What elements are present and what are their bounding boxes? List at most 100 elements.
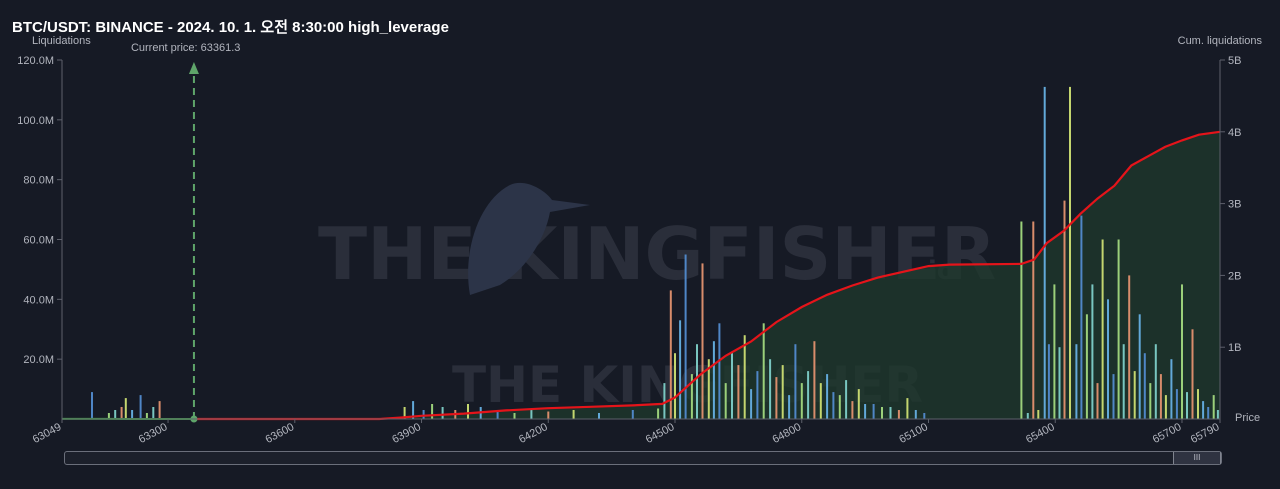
liquidation-bar	[832, 392, 835, 419]
liquidation-bar	[1080, 215, 1083, 419]
liquidation-bar	[422, 410, 425, 419]
liquidation-bar	[1197, 389, 1199, 419]
liquidation-bar	[1207, 407, 1210, 419]
liquidation-bar	[762, 323, 765, 419]
y2-tick-label: 4B	[1228, 127, 1241, 139]
liquidation-bar	[547, 411, 550, 419]
x-tick-label: 63600	[264, 421, 297, 446]
liquidation-bar	[1170, 359, 1173, 419]
liquidation-bar	[1175, 389, 1178, 419]
liquidation-bar	[872, 404, 875, 419]
x-tick-label: 65700	[1151, 421, 1184, 446]
x-axis-title: Price	[1235, 412, 1260, 424]
liquidation-bar	[114, 410, 117, 419]
liquidation-bar	[1032, 221, 1035, 419]
liquidation-bar	[657, 408, 660, 419]
x-tick-label: 65400	[1024, 421, 1057, 446]
scrollbar-handle[interactable]: III	[1173, 452, 1221, 464]
liquidation-bar	[794, 344, 797, 419]
arrow-up-icon	[188, 62, 199, 74]
liquidation-bar	[631, 410, 634, 419]
x-tick-label: 64500	[644, 421, 677, 446]
y2-tick-label: 5B	[1228, 55, 1241, 67]
liquidation-bar	[1138, 314, 1141, 419]
liquidation-bar	[712, 341, 715, 419]
liquidation-bar	[1053, 284, 1056, 419]
y-tick-label: 100.0M	[17, 115, 54, 127]
x-tick-label: 63300	[137, 421, 170, 446]
liquidation-bar	[496, 410, 499, 419]
liquidation-bar	[1133, 371, 1136, 419]
liquidation-bars	[91, 86, 1219, 420]
liquidation-bar	[1096, 383, 1099, 419]
liquidation-bar	[906, 398, 909, 419]
liquidation-bar	[107, 413, 110, 419]
liquidation-bar	[750, 389, 753, 419]
liquidation-bar	[412, 401, 415, 419]
liquidation-bar	[1186, 392, 1188, 419]
liquidation-bar	[1063, 200, 1066, 419]
liquidation-bar	[1164, 395, 1167, 419]
liquidation-bar	[718, 323, 721, 419]
liquidation-bar	[1026, 413, 1029, 419]
liquidation-bar	[1149, 383, 1152, 419]
liquidation-bar	[696, 344, 698, 419]
liquidation-bar	[403, 407, 406, 419]
liquidation-bar	[1117, 239, 1120, 419]
liquidation-bar	[139, 395, 142, 419]
liquidation-bar	[807, 371, 810, 419]
liquidation-bar	[800, 383, 803, 419]
liquidation-bar	[707, 359, 710, 419]
liquidation-bar	[788, 395, 791, 419]
liquidation-bar	[775, 377, 778, 419]
liquidation-bar	[1216, 410, 1219, 419]
liquidation-bar	[923, 413, 926, 419]
liquidation-bar	[1122, 344, 1125, 419]
liquidation-bar	[1069, 86, 1071, 420]
liquidation-bar	[845, 380, 848, 419]
liquidation-bar	[124, 398, 127, 419]
y2-tick-label: 3B	[1228, 199, 1241, 211]
liquidation-bar	[1212, 395, 1215, 419]
y-tick-label: 20.0M	[23, 354, 54, 366]
x-tick-label: 63900	[390, 421, 423, 446]
liquidation-bar	[1107, 299, 1109, 419]
liquidation-bar	[513, 413, 516, 419]
y-tick-label: 120.0M	[17, 55, 54, 67]
liquidation-bar	[756, 371, 759, 419]
range-scrollbar[interactable]: III	[64, 451, 1222, 465]
cum-liquidation-line	[193, 130, 1221, 421]
liquidation-bar	[674, 353, 676, 419]
cum-liquidation-area-layer	[193, 131, 1220, 420]
liquidation-bar	[1112, 374, 1115, 419]
x-tick-label: 65790	[1189, 421, 1222, 446]
x-tick-label: 64200	[517, 421, 550, 446]
kingfisher-logo	[468, 182, 590, 295]
liquidation-bar	[684, 254, 687, 419]
liquidation-bar	[441, 407, 444, 419]
liquidation-bar	[857, 389, 860, 419]
liquidation-bar	[131, 410, 134, 419]
x-tick-label: 63049	[31, 421, 64, 446]
grip-icon: III	[1193, 453, 1201, 462]
liquidation-bar	[864, 404, 867, 419]
liquidation-bar	[1202, 401, 1205, 419]
y-tick-label: 40.0M	[23, 294, 54, 306]
y-tick-label: 60.0M	[23, 235, 54, 247]
liquidation-bar	[572, 410, 575, 419]
y-tick-label: 80.0M	[23, 175, 54, 187]
liquidation-bar	[701, 263, 704, 419]
y-axis-title: Liquidations	[32, 35, 91, 47]
liquidation-bar	[663, 383, 666, 419]
cum-liquidation-area	[193, 131, 1220, 420]
liquidation-bar	[145, 413, 148, 419]
liquidation-bar	[679, 320, 682, 419]
liquidation-bar	[838, 395, 841, 419]
liquidation-bar	[914, 410, 917, 419]
y2-axis-title: Cum. liquidations	[1178, 35, 1263, 47]
liquidation-bar	[813, 341, 816, 419]
liquidation-bar	[1085, 314, 1088, 419]
liquidation-bar	[826, 374, 829, 419]
liquidation-bar	[91, 392, 93, 419]
liquidation-bar	[737, 365, 740, 419]
